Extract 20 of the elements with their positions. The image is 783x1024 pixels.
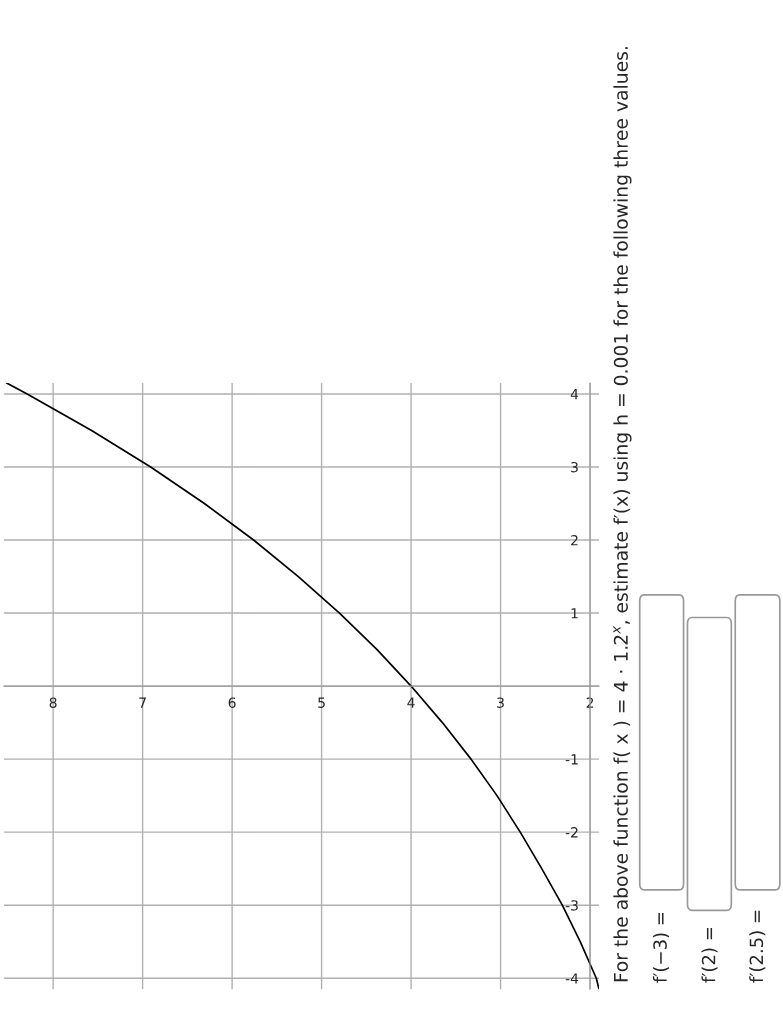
x-tick-label: 3: [497, 697, 504, 708]
text: f′(2) =: [701, 928, 718, 983]
y-tick-label: -1: [565, 754, 578, 765]
y-tick-label: 2: [571, 534, 578, 546]
y-tick-label: 3: [571, 461, 578, 473]
line-series: [5, 382, 599, 990]
x-tick-label: 8: [49, 697, 57, 708]
x-tick-label: 6: [228, 697, 236, 708]
y-tick-label: -3: [565, 900, 578, 911]
x-tick-label: 4: [407, 697, 415, 708]
y-tick-label: -2: [565, 827, 578, 838]
text: f′(−3) =: [652, 912, 669, 983]
y-tick-label: 1: [571, 608, 578, 619]
x-tick-label: 5: [318, 697, 325, 708]
text: f′(2.5) =: [749, 910, 766, 983]
x-tick-label: 2: [586, 697, 594, 708]
y-tick-label: 4: [570, 389, 579, 400]
x-tick-label: 7: [139, 697, 146, 708]
y-tick-label: -4: [565, 973, 579, 984]
text: For the above function f( x ) = 4 · 1.2$^{x}$, estimate f′(x) using h = 0.001 for the following three values.: [613, 47, 632, 982]
